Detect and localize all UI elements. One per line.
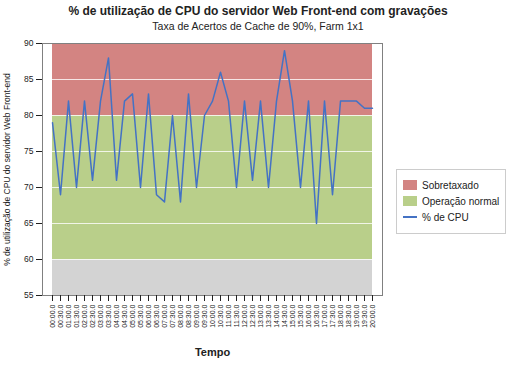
svg-text:70: 70 [24, 182, 34, 192]
svg-text:04:30.0: 04:30.0 [121, 304, 128, 327]
svg-text:12:00.0: 12:00.0 [241, 304, 248, 327]
html-text:% de utilização de CPU do serv: % de utilização de CPU do servidor Web F… [68, 4, 448, 18]
svg-text:01:00.0: 01:00.0 [65, 304, 72, 327]
html-text:% de CPU: % de CPU [422, 211, 469, 223]
svg-text:15:30.0: 15:30.0 [297, 304, 304, 327]
svg-text:11:00.0: 11:00.0 [225, 304, 232, 327]
svg-text:00:30.0: 00:30.0 [57, 304, 64, 327]
svg-text:20:00.0: 20:00.0 [369, 304, 376, 327]
svg-text:07:30.0: 07:30.0 [169, 304, 176, 327]
svg-text:09:00.0: 09:00.0 [193, 304, 200, 327]
svg-text:% de utilização de CPU do serv: % de utilização de CPU do servidor Web F… [2, 73, 12, 266]
svg-text:03:30.0: 03:30.0 [105, 304, 112, 327]
svg-text:90: 90 [24, 38, 34, 48]
svg-text:16:30.0: 16:30.0 [313, 304, 320, 327]
svg-text:11:30.0: 11:30.0 [233, 304, 240, 327]
svg-text:14:30.0: 14:30.0 [281, 304, 288, 327]
svg-text:04:00.0: 04:00.0 [113, 304, 120, 327]
svg-text:06:00.0: 06:00.0 [145, 304, 152, 327]
svg-text:03:00.0: 03:00.0 [97, 304, 104, 327]
svg-text:08:30.0: 08:30.0 [185, 304, 192, 327]
svg-text:09:30.0: 09:30.0 [201, 304, 208, 327]
svg-text:18:30.0: 18:30.0 [345, 304, 352, 327]
svg-text:08:00.0: 08:00.0 [177, 304, 184, 327]
svg-text:05:00.0: 05:00.0 [129, 304, 136, 327]
svg-text:02:30.0: 02:30.0 [89, 304, 96, 327]
svg-text:15:00.0: 15:00.0 [289, 304, 296, 327]
svg-text:06:30.0: 06:30.0 [153, 304, 160, 327]
html-text:Taxa de Acertos de Cache de 90: Taxa de Acertos de Cache de 90%, Farm 1x… [152, 20, 364, 32]
svg-text:13:00.0: 13:00.0 [257, 304, 264, 327]
svg-text:19:30.0: 19:30.0 [361, 304, 368, 327]
svg-text:19:00.0: 19:00.0 [353, 304, 360, 327]
svg-text:07:00.0: 07:00.0 [161, 304, 168, 327]
svg-text:55: 55 [24, 290, 34, 300]
svg-text:80: 80 [24, 110, 34, 120]
svg-text:13:30.0: 13:30.0 [265, 304, 272, 327]
svg-text:12:30.0: 12:30.0 [249, 304, 256, 327]
svg-text:60: 60 [24, 254, 34, 264]
svg-text:17:30.0: 17:30.0 [329, 304, 336, 327]
svg-text:18:00.0: 18:00.0 [337, 304, 344, 327]
svg-text:75: 75 [24, 146, 34, 156]
svg-text:10:30.0: 10:30.0 [217, 304, 224, 327]
svg-text:Tempo: Tempo [195, 346, 231, 358]
html-text:Operação normal: Operação normal [422, 195, 500, 207]
svg-text:17:00.0: 17:00.0 [321, 304, 328, 327]
html-text:Sobretaxado: Sobretaxado [422, 179, 479, 191]
svg-text:00:00.0: 00:00.0 [49, 304, 56, 327]
svg-text:14:00.0: 14:00.0 [273, 304, 280, 327]
svg-text:02:00.0: 02:00.0 [81, 304, 88, 327]
svg-text:10:00.0: 10:00.0 [209, 304, 216, 327]
svg-text:85: 85 [24, 74, 34, 84]
svg-text:65: 65 [24, 218, 34, 228]
svg-text:05:30.0: 05:30.0 [137, 304, 144, 327]
svg-text:01:30.0: 01:30.0 [73, 304, 80, 327]
svg-text:16:00.0: 16:00.0 [305, 304, 312, 327]
